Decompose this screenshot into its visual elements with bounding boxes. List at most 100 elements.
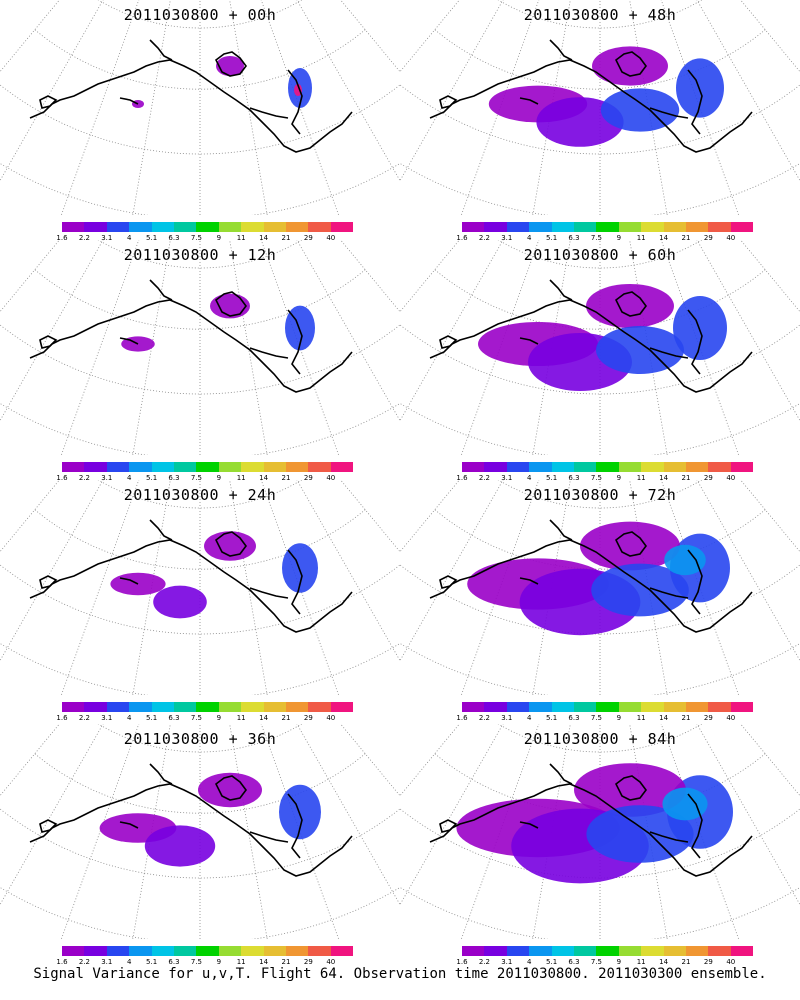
- colorbar-swatch: [263, 946, 286, 956]
- colorbar-label: 11: [236, 474, 246, 482]
- colorbar-swatch: [62, 222, 85, 232]
- coastline: [214, 291, 247, 317]
- colorbar-swatch: [685, 702, 709, 712]
- colorbar-label: 11: [636, 234, 646, 242]
- longitude-gridline: [60, 0, 140, 215]
- colorbar-swatch: [196, 462, 219, 472]
- colorbar-swatch: [529, 222, 552, 232]
- colorbar-label: 2.2: [478, 958, 490, 966]
- colorbar-swatch: [218, 702, 242, 712]
- colorbar-label: 11: [236, 234, 246, 242]
- polar-map: [0, 0, 400, 215]
- coastline: [549, 519, 573, 541]
- colorbar-label: 6.3: [568, 234, 580, 242]
- polar-map: [400, 0, 800, 215]
- longitude-gridline: [60, 480, 140, 695]
- colorbar-swatch: [308, 702, 331, 712]
- panel-title: 2011030800 + 48h: [523, 6, 677, 24]
- coastline: [549, 763, 573, 785]
- colorbar-label: 2.2: [478, 714, 490, 722]
- variance-region: [596, 326, 684, 374]
- coastline: [119, 97, 139, 105]
- coastline: [287, 69, 303, 135]
- colorbar-label: 4: [126, 474, 132, 482]
- colorbar-swatch: [708, 946, 731, 956]
- coastline: [687, 309, 703, 375]
- colorbar-label: 14: [259, 474, 269, 482]
- colorbar-label: 21: [281, 714, 291, 722]
- colorbar-swatch: [173, 222, 197, 232]
- coastline: [149, 763, 173, 785]
- colorbar: [62, 702, 354, 712]
- latitude-gridline: [0, 402, 400, 455]
- coastline: [649, 347, 689, 359]
- longitude-gridline: [532, 480, 571, 695]
- colorbar-label: 7.5: [190, 234, 202, 242]
- colorbar-swatch: [462, 702, 485, 712]
- colorbar-label: 40: [726, 714, 736, 722]
- colorbar-label: 40: [326, 714, 336, 722]
- longitude-gridline: [296, 240, 400, 422]
- colorbar-label: 7.5: [190, 714, 202, 722]
- colorbar-labels: 1.6 2.2 3.1 4 5.1 6.3 7.5 9 11 14 21 29 40: [456, 958, 762, 967]
- colorbar-swatch: [506, 222, 530, 232]
- colorbar-swatch: [129, 222, 152, 232]
- colorbar-swatch: [218, 946, 242, 956]
- map-panel: 2011030800 + 24h 1.6 2.2 3.1 4 5.1 6.3 7.5 9 11 14…: [0, 480, 400, 722]
- colorbar-label: 3.1: [501, 714, 513, 722]
- colorbar-swatch: [663, 702, 686, 712]
- coastline: [249, 831, 289, 843]
- colorbar-swatch: [241, 702, 264, 712]
- colorbar-label: 5.1: [546, 474, 558, 482]
- colorbar-swatch: [285, 702, 309, 712]
- colorbar-swatch: [241, 222, 264, 232]
- colorbar-label: 9: [216, 714, 222, 722]
- longitude-gridline: [229, 724, 268, 939]
- coastline: [29, 59, 353, 153]
- colorbar-swatch: [551, 462, 574, 472]
- coastline: [39, 575, 58, 589]
- latitude-gridline: [400, 886, 800, 939]
- variance-region: [591, 563, 689, 617]
- longitude-gridline: [0, 480, 60, 553]
- colorbar-swatch: [484, 946, 507, 956]
- colorbar-label: 9: [216, 958, 222, 966]
- coastline: [287, 309, 303, 375]
- variance-region: [664, 544, 706, 576]
- variance-region: [592, 46, 668, 86]
- coastline: [519, 97, 539, 105]
- polar-map: [400, 480, 800, 695]
- colorbar-swatch: [551, 702, 574, 712]
- colorbar-swatch: [62, 702, 85, 712]
- colorbar-label: 5.1: [146, 958, 158, 966]
- colorbar-label: 29: [303, 234, 313, 242]
- colorbar-label: 21: [681, 958, 691, 966]
- colorbar-label: 11: [236, 958, 246, 966]
- longitude-gridline: [132, 0, 171, 215]
- variance-region: [294, 84, 302, 96]
- colorbar-label: 4: [126, 234, 132, 242]
- colorbar-swatch: [173, 702, 197, 712]
- colorbar: [462, 222, 754, 232]
- colorbar-label: 21: [681, 234, 691, 242]
- colorbar-swatch: [62, 462, 85, 472]
- colorbar-label: 29: [303, 958, 313, 966]
- figure-caption: Signal Variance for u,v,T. Flight 64. Ob…: [33, 966, 767, 982]
- colorbar-label: 14: [259, 958, 269, 966]
- variance-region: [662, 787, 708, 821]
- coastline: [649, 587, 689, 599]
- colorbar-label: 4: [526, 714, 532, 722]
- coastline: [249, 347, 289, 359]
- colorbar-label: 9: [216, 234, 222, 242]
- colorbar-swatch: [330, 462, 354, 472]
- coastline: [39, 95, 58, 109]
- longitude-gridline: [132, 480, 171, 695]
- colorbar-swatch: [708, 222, 731, 232]
- variance-region: [279, 784, 321, 840]
- colorbar-label: 2.2: [478, 234, 490, 242]
- colorbar: [62, 946, 354, 956]
- colorbar-swatch: [196, 702, 219, 712]
- longitude-gridline: [0, 240, 60, 313]
- map-panel: 2011030800 + 48h 1.6 2.2 3.1 4 5.1 6.3 7.5 9 11 14…: [400, 0, 800, 242]
- coastline: [429, 299, 753, 393]
